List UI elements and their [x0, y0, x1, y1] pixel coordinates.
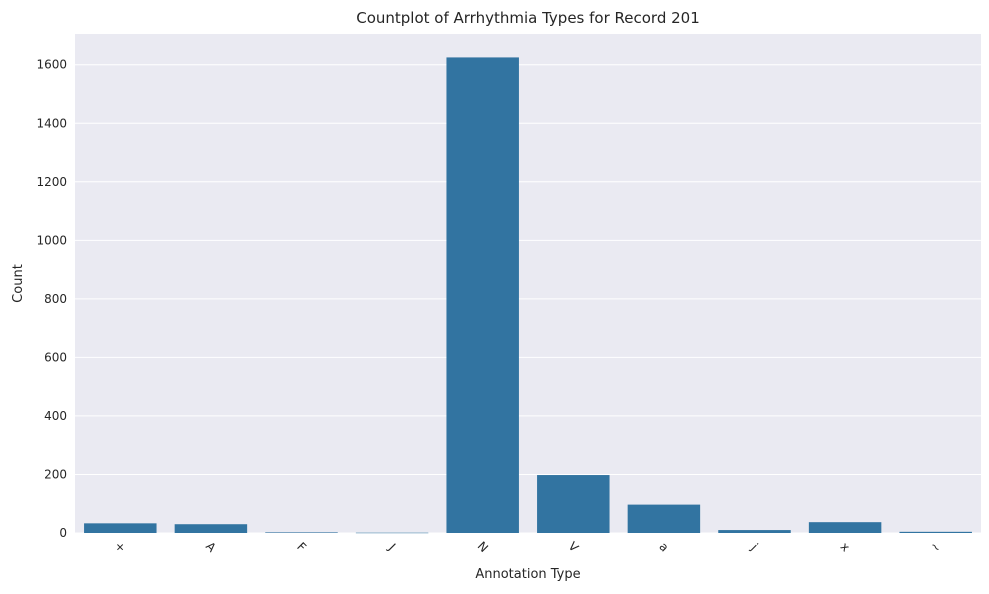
- bar-7: [718, 530, 791, 533]
- bar-5: [537, 475, 610, 533]
- x-tick-label: x: [838, 540, 853, 555]
- bar-0: [84, 523, 157, 533]
- bar-6: [627, 504, 701, 533]
- bar-9: [899, 531, 972, 533]
- y-tick-labels: 0 200 400 600 800 1000 1200 1400 1600: [36, 58, 67, 540]
- bar-4: [446, 57, 519, 534]
- bar-1: [174, 524, 248, 533]
- plot-area: [75, 34, 981, 533]
- y-tick-label: 0: [59, 526, 67, 540]
- x-tick-label: V: [565, 539, 581, 555]
- y-tick-label: 1400: [36, 116, 67, 130]
- bar-8: [808, 522, 882, 533]
- bar-2: [265, 532, 338, 533]
- x-tick-label: A: [203, 539, 219, 555]
- x-tick-label: +: [112, 538, 129, 555]
- x-tick-label: ~: [927, 538, 944, 555]
- x-axis-label: Annotation Type: [475, 567, 580, 582]
- y-tick-label: 400: [44, 409, 67, 423]
- y-tick-label: 200: [44, 467, 67, 481]
- chart-title: Countplot of Arrhythmia Types for Record…: [356, 9, 700, 27]
- x-tick-label: J: [385, 540, 398, 553]
- gridlines: [75, 64, 981, 534]
- y-tick-label: 800: [44, 292, 67, 306]
- y-tick-label: 600: [44, 350, 67, 364]
- bar-3: [355, 532, 429, 534]
- y-tick-label: 1600: [36, 58, 67, 72]
- x-tick-label: j: [748, 540, 761, 553]
- y-tick-label: 1000: [36, 233, 67, 247]
- x-tick-label: a: [656, 539, 671, 554]
- x-tick-label: F: [294, 540, 309, 555]
- x-tick-label: N: [475, 539, 491, 555]
- y-axis-label: Count: [11, 264, 26, 303]
- bars: [84, 57, 972, 534]
- y-tick-label: 1200: [36, 175, 67, 189]
